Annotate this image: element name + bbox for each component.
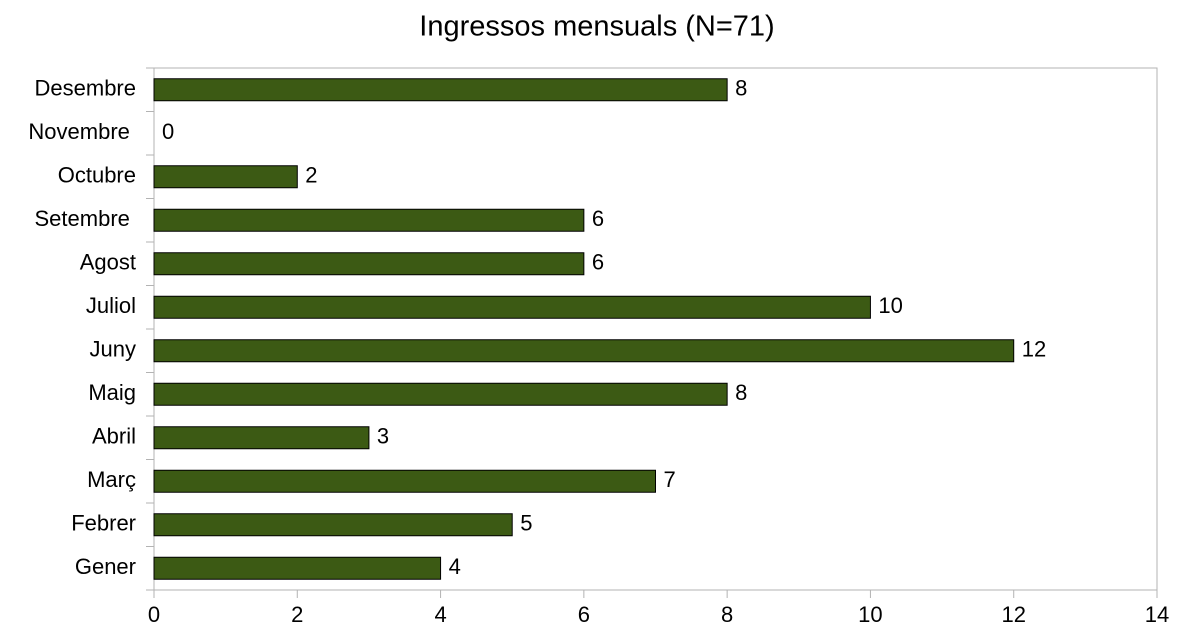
bar: [153, 426, 370, 450]
y-tick-label: Juny: [90, 337, 136, 362]
data-label: 6: [592, 250, 604, 275]
bar: [153, 513, 513, 537]
y-tick-label: Maig: [88, 380, 136, 405]
chart-title: Ingressos mensuals (N=71): [419, 11, 774, 43]
x-tick-label: 6: [578, 602, 590, 627]
data-label: 3: [377, 424, 389, 449]
data-label: 8: [735, 76, 747, 101]
x-tick-label: 8: [721, 602, 733, 627]
data-label: 5: [520, 511, 532, 536]
data-label: 12: [1022, 337, 1046, 362]
data-label: 8: [735, 380, 747, 405]
bar: [153, 339, 1015, 363]
bar: [153, 78, 728, 102]
bar: [153, 469, 656, 493]
x-tick-label: 0: [148, 602, 160, 627]
data-label: 2: [305, 163, 317, 188]
plot-frame: [153, 67, 1158, 591]
data-label: 7: [664, 467, 676, 492]
data-label: 10: [878, 293, 902, 318]
bar: [153, 556, 442, 580]
y-tick-label: Febrer: [71, 511, 136, 536]
x-tick-label: 2: [291, 602, 303, 627]
x-tick-label: 4: [434, 602, 446, 627]
x-tick-label: 12: [1001, 602, 1025, 627]
x-tick-label: 10: [858, 602, 882, 627]
bar: [153, 165, 298, 189]
y-tick-label: Abril: [92, 424, 136, 449]
y-tick-label: Agost: [80, 250, 136, 275]
y-tick-label: Gener: [75, 554, 136, 579]
data-label: 0: [162, 119, 174, 144]
y-tick-label: Novembre: [28, 119, 136, 144]
bar: [153, 252, 585, 276]
bar: [153, 382, 728, 406]
y-tick-label: Març: [87, 467, 136, 492]
x-tick-label: 14: [1145, 602, 1169, 627]
y-tick-label: Desembre: [35, 76, 136, 101]
bar: [153, 208, 585, 232]
data-label: 4: [449, 554, 461, 579]
y-tick-label: Setembre: [35, 206, 137, 231]
y-tick-label: Juliol: [86, 293, 136, 318]
bar: [153, 295, 871, 319]
data-label: 6: [592, 206, 604, 231]
y-tick-label: Octubre: [58, 163, 136, 188]
